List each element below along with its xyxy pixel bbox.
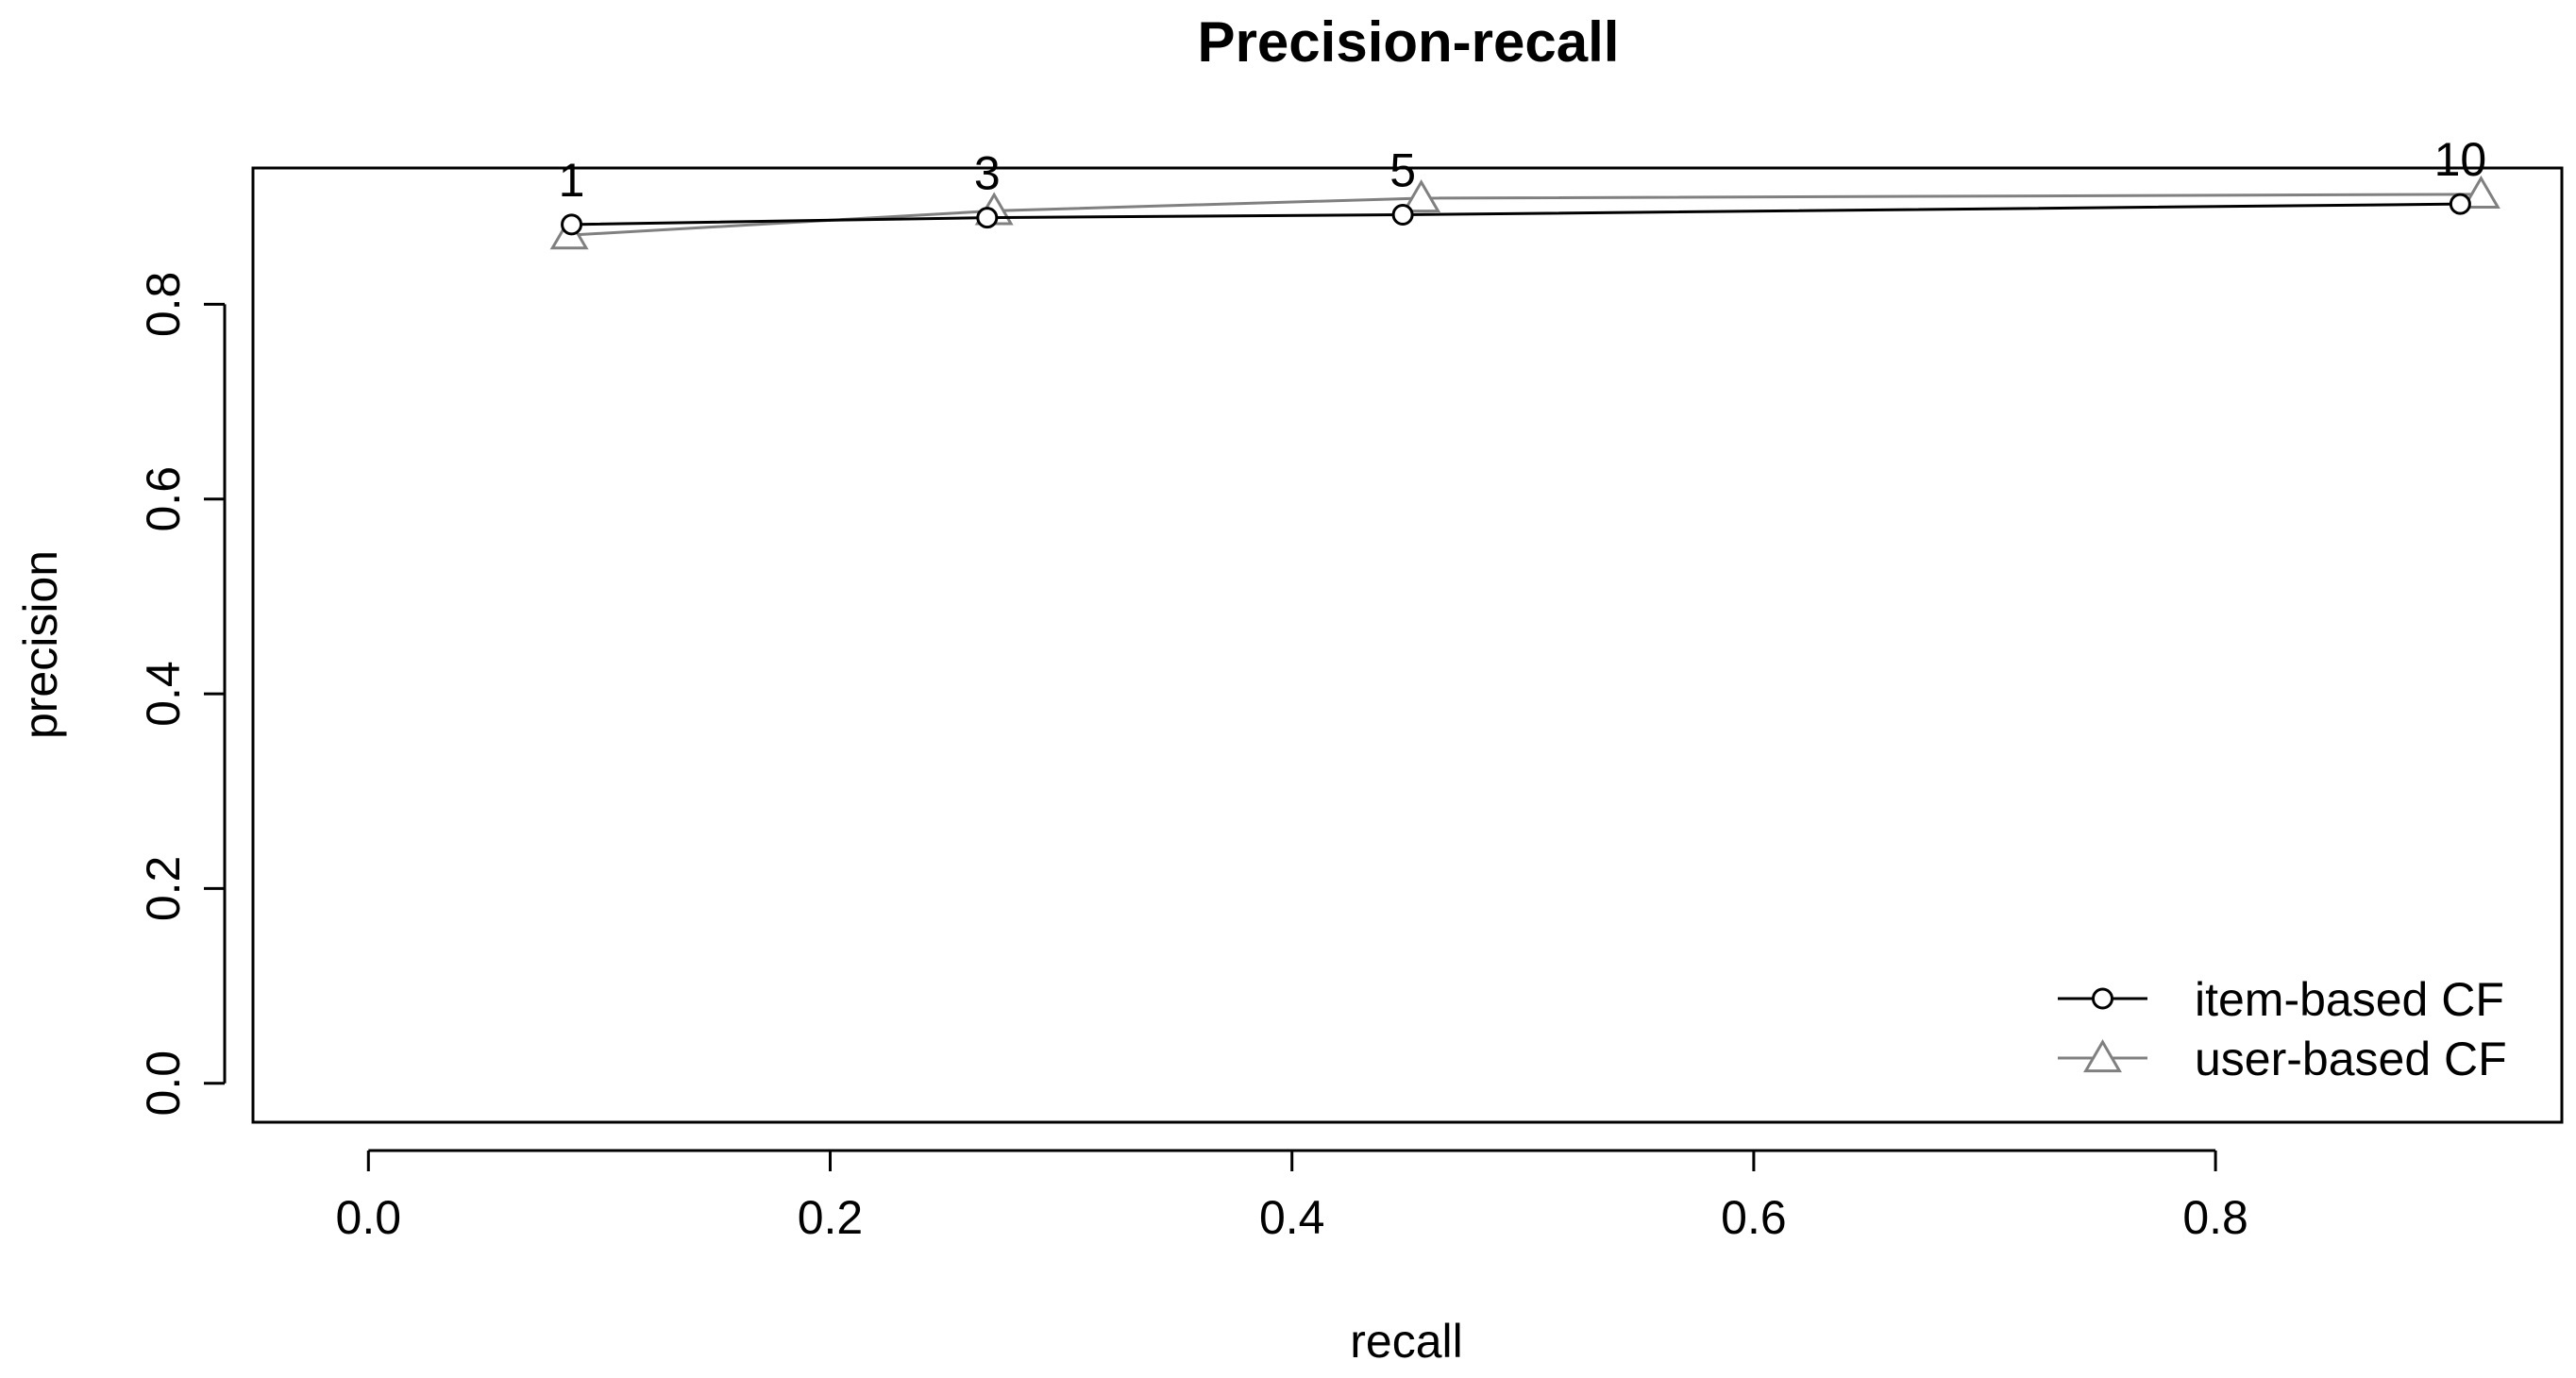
circle-point [1391, 204, 1414, 227]
series-layer [549, 175, 2500, 250]
triangle-point [1402, 179, 1441, 213]
circle-point [976, 207, 999, 229]
chart-title: Precision-recall [1198, 10, 1620, 74]
y-tick-label: 0.2 [137, 856, 190, 922]
legend-item: item-based CF [2058, 973, 2504, 1026]
legend-item: user-based CF [2058, 1033, 2507, 1085]
circle-point [2449, 193, 2471, 215]
x-tick-label: 0.4 [1259, 1191, 1325, 1244]
point-label: 5 [1389, 144, 1416, 197]
x-tick-label: 0.2 [798, 1191, 864, 1244]
legend-label: user-based CF [2195, 1033, 2507, 1085]
triangle-point [2461, 175, 2500, 209]
y-tick-label: 0.6 [137, 466, 190, 532]
y-axis-label: precision [14, 550, 67, 739]
series-item-based-cf [561, 193, 2471, 236]
legend-label: item-based CF [2195, 973, 2504, 1026]
series-line [569, 193, 2482, 237]
x-tick-label: 0.8 [2182, 1191, 2248, 1244]
legend: item-based CF user-based CF [2058, 973, 2507, 1085]
point-label: 1 [559, 154, 585, 207]
x-tick-label: 0.6 [1721, 1191, 1787, 1244]
x-tick-label: 0.0 [336, 1191, 402, 1244]
plot-frame [251, 166, 2564, 1124]
y-tick-label: 0.0 [137, 1050, 190, 1117]
x-axis: 0.0 0.2 0.4 0.6 0.8 [336, 1149, 2248, 1244]
y-axis: 0.0 0.2 0.4 0.6 0.8 [137, 272, 227, 1117]
series-line [571, 202, 2461, 227]
point-label: 10 [2434, 133, 2487, 186]
x-axis-label: recall [1350, 1315, 1462, 1368]
point-label-layer: 1 3 5 10 [559, 133, 2487, 207]
y-tick-label: 0.8 [137, 272, 190, 338]
point-label: 3 [974, 147, 1001, 200]
circle-point [561, 213, 583, 236]
legend-triangle-marker [2083, 1039, 2122, 1073]
legend-circle-marker [2092, 987, 2113, 1010]
y-tick-label: 0.4 [137, 661, 190, 727]
